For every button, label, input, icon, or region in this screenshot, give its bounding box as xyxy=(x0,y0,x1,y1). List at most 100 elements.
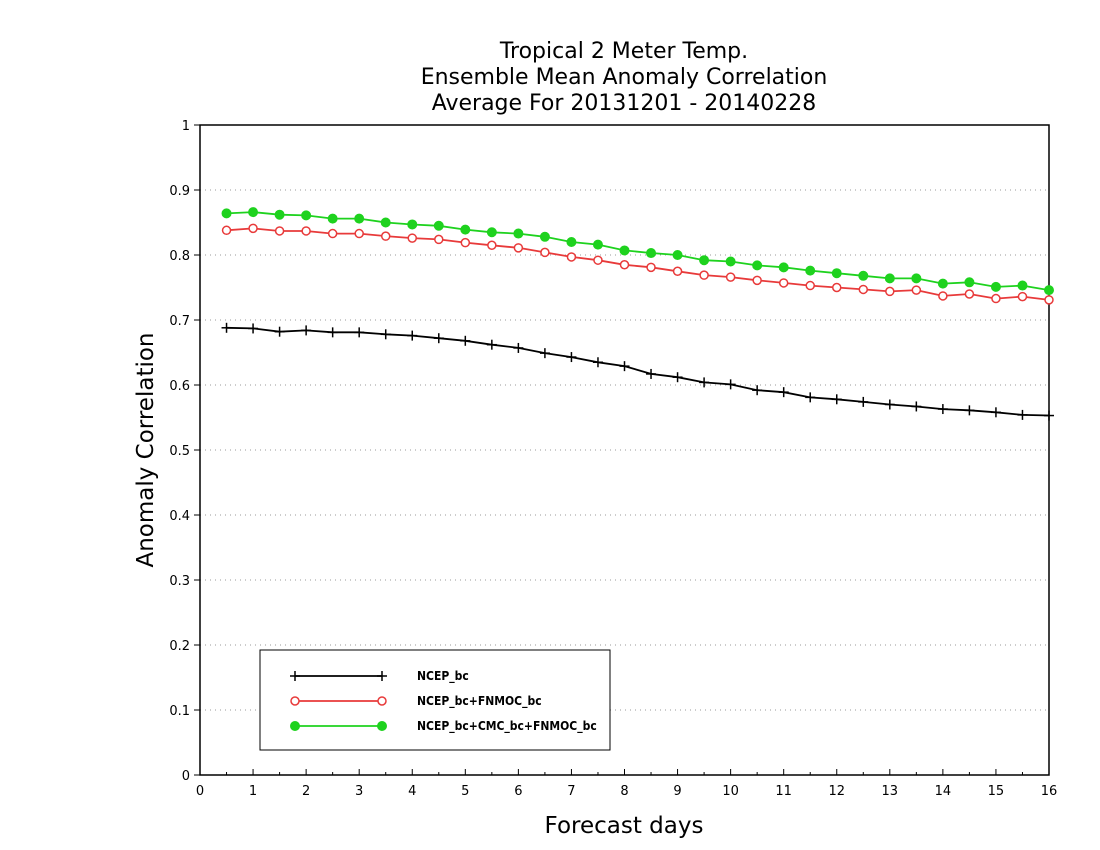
series-line xyxy=(226,326,1050,417)
y-tick-label: 0.2 xyxy=(169,639,190,654)
y-axis-label: Anomaly Correlation xyxy=(133,332,159,567)
data-point xyxy=(805,392,816,403)
data-point xyxy=(539,231,550,242)
data-point xyxy=(486,227,497,238)
data-point xyxy=(380,231,391,241)
y-tick-label: 0.6 xyxy=(169,379,190,394)
x-tick-label: 6 xyxy=(514,784,522,799)
data-point xyxy=(1017,291,1028,302)
data-point xyxy=(1044,285,1054,296)
data-point xyxy=(778,278,789,288)
data-point xyxy=(460,335,471,346)
x-tick-label: 11 xyxy=(775,784,792,799)
data-point xyxy=(380,217,391,228)
y-tick-label: 0.3 xyxy=(169,574,190,589)
data-point xyxy=(778,387,789,398)
legend-entry: NCEP_bc+CMC_bc+FNMOC_bc xyxy=(290,719,597,734)
data-point xyxy=(301,210,312,221)
series-lines xyxy=(221,207,1054,421)
x-axis-label: Forecast days xyxy=(545,813,704,839)
data-point xyxy=(274,226,285,236)
series-line xyxy=(226,227,1050,301)
x-tick-label: 1 xyxy=(249,784,257,799)
data-point xyxy=(990,407,1001,418)
legend-marker xyxy=(377,671,387,681)
data-point xyxy=(805,280,815,291)
data-point xyxy=(274,326,285,337)
plot-frame xyxy=(199,124,1050,776)
data-point xyxy=(327,228,338,239)
title-line-1: Tropical 2 Meter Temp. xyxy=(499,39,748,64)
data-point xyxy=(699,270,709,280)
data-point xyxy=(592,239,603,250)
y-tick-label: 0 xyxy=(182,769,190,784)
data-point xyxy=(964,277,975,288)
data-point xyxy=(832,282,842,293)
y-tick-label: 0.7 xyxy=(169,314,190,329)
legend-marker xyxy=(377,696,387,706)
series-2 xyxy=(221,207,1054,296)
data-point xyxy=(725,272,736,282)
series-line xyxy=(226,211,1050,291)
data-point xyxy=(407,233,417,243)
data-point xyxy=(938,291,948,301)
data-point xyxy=(805,265,816,276)
data-point xyxy=(274,209,285,220)
data-point xyxy=(672,250,683,260)
data-point xyxy=(221,225,232,236)
data-point xyxy=(911,285,922,295)
data-point xyxy=(354,213,365,224)
series-1 xyxy=(221,223,1054,305)
data-point xyxy=(487,240,497,250)
data-point xyxy=(619,260,630,270)
legend-label: NCEP_bc+CMC_bc+FNMOC_bc xyxy=(417,719,597,734)
data-point xyxy=(858,396,869,407)
data-point xyxy=(486,339,497,350)
data-point xyxy=(646,248,657,259)
y-tick-label: 0.1 xyxy=(169,704,190,719)
data-point xyxy=(248,323,259,334)
data-point xyxy=(858,270,869,281)
axes: 00.10.20.30.40.50.60.70.80.910 1 2 3 4 5 6 7 8 9 1… xyxy=(169,119,1057,799)
data-point xyxy=(407,219,418,230)
data-point xyxy=(991,293,1001,304)
legend-label: NCEP_bc+FNMOC_bc xyxy=(417,694,542,709)
data-point xyxy=(619,245,630,256)
title-line-3: Average For 20131201 - 20140228 xyxy=(432,91,817,116)
data-point xyxy=(460,224,471,235)
x-tick-label: 2 xyxy=(302,784,310,799)
x-tick-label: 5 xyxy=(461,784,469,799)
data-point xyxy=(593,255,603,265)
data-point xyxy=(539,348,550,359)
data-point xyxy=(566,252,577,262)
x-tick-label: 0 xyxy=(196,784,204,799)
data-point xyxy=(831,394,842,405)
data-point xyxy=(646,368,657,379)
data-point xyxy=(884,273,895,284)
data-point xyxy=(380,329,391,340)
data-point xyxy=(885,286,895,297)
data-point xyxy=(752,260,763,271)
x-tick-label: 14 xyxy=(935,784,952,799)
legend-marker xyxy=(290,671,300,681)
legend-marker xyxy=(377,721,387,731)
y-tick-label: 0.4 xyxy=(169,509,190,524)
x-tick-label: 4 xyxy=(408,784,416,799)
data-point xyxy=(592,357,603,368)
y-tick-label: 1 xyxy=(182,119,190,134)
data-point xyxy=(937,278,948,289)
data-point xyxy=(301,226,311,236)
data-point xyxy=(672,266,683,276)
data-point xyxy=(964,289,975,299)
data-point xyxy=(937,404,948,415)
data-point xyxy=(433,333,444,344)
data-point xyxy=(990,281,1001,292)
data-point xyxy=(911,401,922,412)
data-point xyxy=(354,327,365,338)
y-tick-label: 0.5 xyxy=(169,444,190,459)
data-point xyxy=(566,352,577,363)
x-tick-label: 13 xyxy=(882,784,899,799)
data-point xyxy=(725,256,736,267)
